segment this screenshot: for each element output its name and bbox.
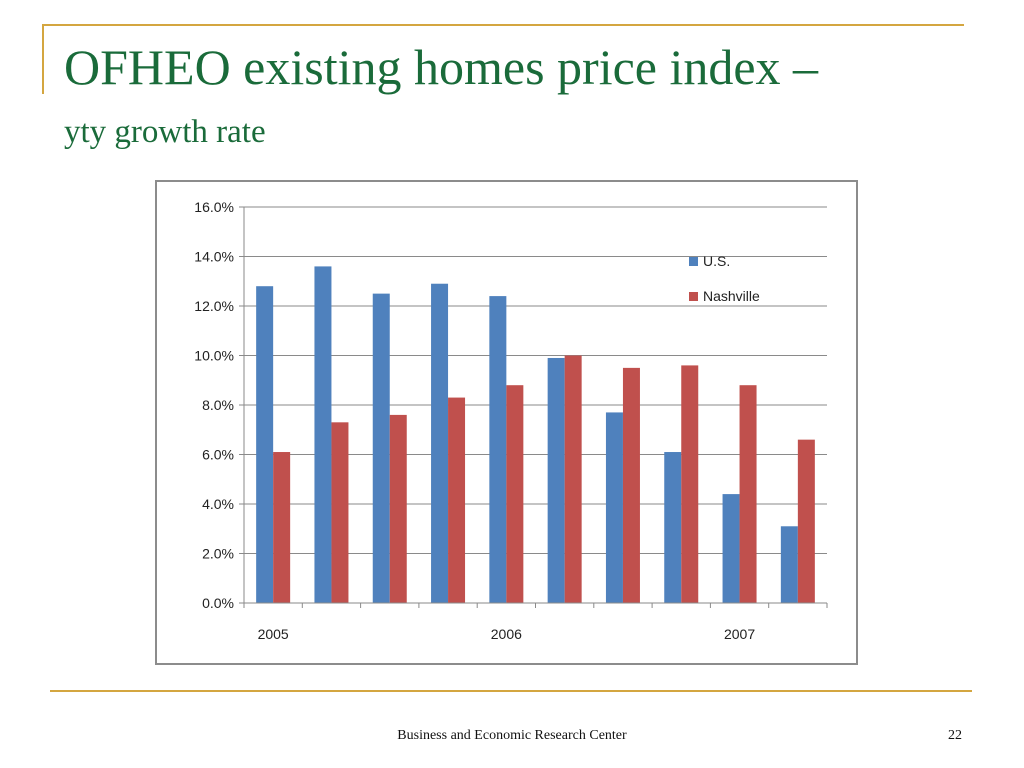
bar-nashville (331, 422, 349, 603)
bar-us (431, 283, 449, 603)
bar-nashville (506, 385, 524, 603)
bar-nashville (273, 452, 291, 603)
bar-nashville (622, 367, 640, 603)
y-tick-label: 0.0% (202, 595, 234, 611)
left-rule (42, 24, 44, 94)
bar-nashville (389, 414, 407, 603)
bottom-rule (50, 690, 972, 692)
y-tick-label: 12.0% (194, 298, 234, 314)
y-tick-label: 6.0% (202, 447, 234, 463)
x-tick-label: 2005 (258, 626, 289, 642)
bar-us (722, 494, 740, 603)
bar-us (664, 452, 682, 603)
bar-us (372, 293, 390, 603)
legend-swatch (689, 257, 698, 266)
bar-us (489, 296, 507, 603)
y-tick-label: 14.0% (194, 249, 234, 265)
bar-us (605, 412, 623, 603)
bar-us (780, 526, 798, 603)
y-tick-label: 8.0% (202, 397, 234, 413)
y-tick-label: 10.0% (194, 348, 234, 364)
x-tick-label: 2006 (491, 626, 522, 642)
bar-nashville (797, 439, 815, 603)
legend-swatch (689, 292, 698, 301)
slide-subtitle: yty growth rate (64, 114, 266, 150)
legend-label: U.S. (703, 253, 730, 269)
bar-nashville (564, 355, 582, 603)
footer-text: Business and Economic Research Center (397, 728, 627, 743)
page-number: 22 (948, 728, 962, 743)
slide-title: OFHEO existing homes price index – (64, 39, 819, 95)
y-tick-label: 16.0% (194, 199, 234, 215)
bar-us (256, 286, 274, 603)
legend-label: Nashville (703, 288, 760, 304)
chart-container: 0.0% 2.0% 4.0% 6.0% 8.0% 10.0% 12.0% 14.0% 16.0%… (155, 180, 858, 665)
y-tick-label: 2.0% (202, 546, 234, 562)
bar-nashville (448, 397, 466, 603)
bar-chart: 0.0% 2.0% 4.0% 6.0% 8.0% 10.0% 12.0% 14.0% 16.0%… (194, 199, 828, 642)
x-tick-label: 2007 (724, 626, 755, 642)
y-tick-label: 4.0% (202, 496, 234, 512)
top-rule (42, 24, 964, 26)
bar-us (547, 357, 565, 603)
bar-nashville (739, 385, 757, 603)
bar-nashville (681, 365, 699, 603)
bar-us (314, 266, 332, 603)
